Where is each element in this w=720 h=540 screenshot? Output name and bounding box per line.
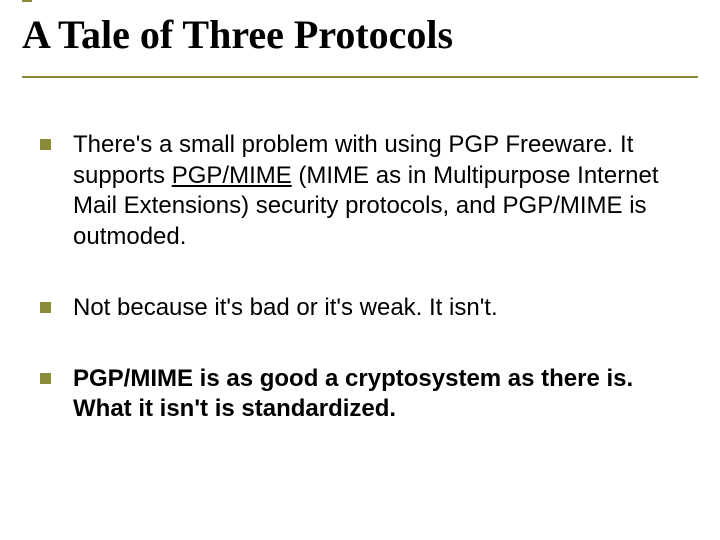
title-rule <box>22 76 698 78</box>
bullet-item: There's a small problem with using PGP F… <box>40 130 672 253</box>
title-area: A Tale of Three Protocols <box>22 14 698 66</box>
bullet-text: Not because it's bad or it's weak. It is… <box>73 293 672 324</box>
bullet-text: PGP/MIME is as good a cryptosystem as th… <box>73 364 672 425</box>
bullet-item: PGP/MIME is as good a cryptosystem as th… <box>40 364 672 425</box>
slide: A Tale of Three Protocols There's a smal… <box>0 0 720 540</box>
bullet-text: There's a small problem with using PGP F… <box>73 130 672 253</box>
square-bullet-icon <box>40 302 51 313</box>
title-rule-top-stub <box>22 0 32 2</box>
text-fragment: PGP/MIME <box>73 365 193 392</box>
pgp-mime-link[interactable]: PGP/MIME <box>172 162 292 189</box>
bullet-item: Not because it's bad or it's weak. It is… <box>40 293 672 324</box>
square-bullet-icon <box>40 139 51 150</box>
square-bullet-icon <box>40 373 51 384</box>
slide-body: There's a small problem with using PGP F… <box>40 130 672 425</box>
slide-title: A Tale of Three Protocols <box>22 14 698 56</box>
